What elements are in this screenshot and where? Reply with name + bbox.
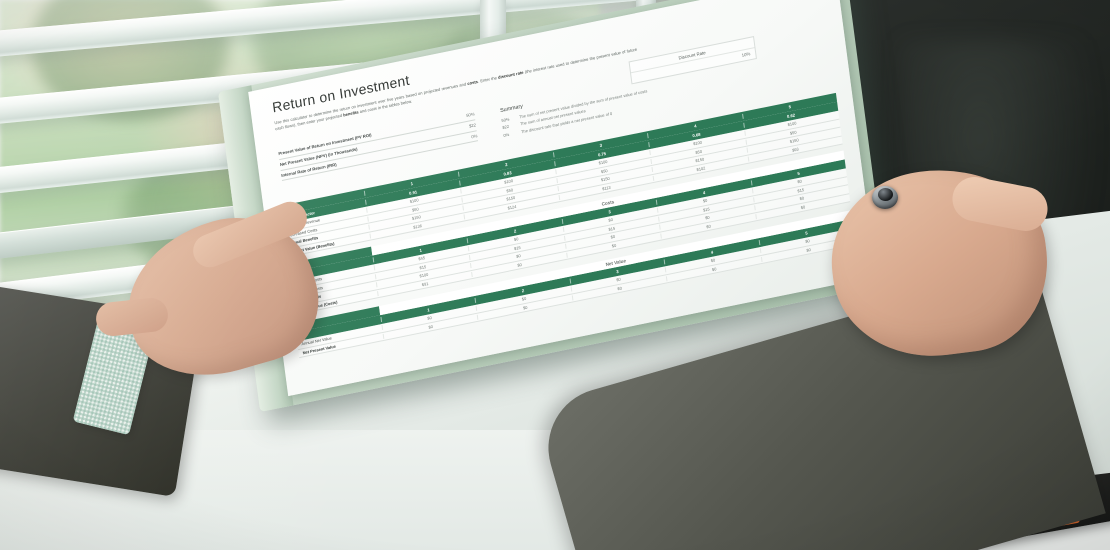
summary-key: $22 (502, 123, 510, 131)
ring-stone (878, 188, 893, 201)
kpi-value: 0% (471, 133, 478, 140)
kpi-value: $22 (468, 122, 477, 129)
kpi-value: 50% (465, 111, 475, 119)
summary-key: 50% (501, 115, 510, 123)
summary-key: 0% (503, 131, 510, 139)
